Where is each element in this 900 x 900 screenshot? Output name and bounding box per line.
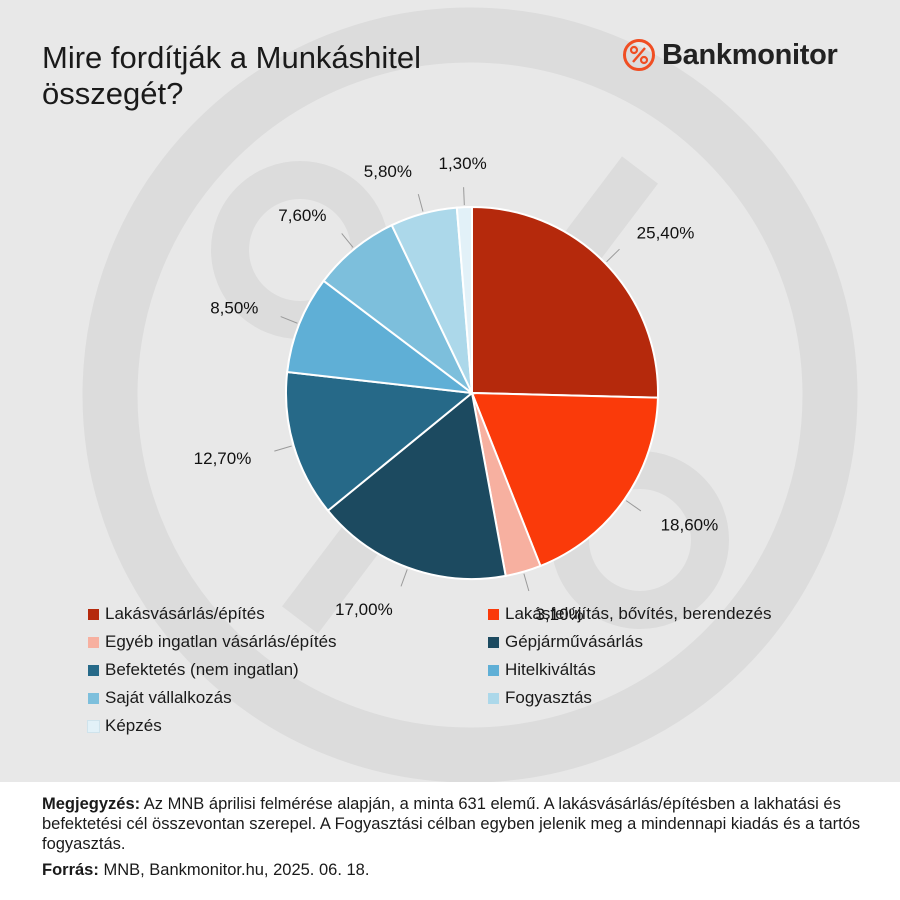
data-label-6: 8,50% xyxy=(210,299,258,318)
source-label: Forrás: xyxy=(42,861,99,879)
footer: Megjegyzés: Az MNB áprilisi felmérése al… xyxy=(0,782,900,900)
pie-slice-4 xyxy=(326,391,507,580)
bankmonitor-logo: Bankmonitor xyxy=(622,36,838,74)
legend-swatch xyxy=(88,664,99,676)
legend-item: Fogyasztás xyxy=(488,688,592,708)
data-label-1: 25,40% xyxy=(637,223,695,242)
source-text: MNB, Bankmonitor.hu, 2025. 06. 18. xyxy=(98,861,370,879)
legend-item: Képzés xyxy=(87,716,162,736)
pie-slice-9 xyxy=(455,205,473,394)
legend-item: Saját vállalkozás xyxy=(88,688,232,708)
legend-item: Egyéb ingatlan vásárlás/építés xyxy=(88,632,337,652)
legend-label: Saját vállalkozás xyxy=(105,688,232,707)
legend-item: Befektetés (nem ingatlan) xyxy=(88,660,299,680)
legend-item: Lakásfelújítás, bővítés, berendezés xyxy=(488,604,772,624)
leader-line-2 xyxy=(625,500,642,512)
chart-title: Mire fordítják a Munkáshitel összegét? xyxy=(42,40,422,111)
data-label-7: 7,60% xyxy=(278,206,326,225)
legend-item: Gépjárművásárlás xyxy=(488,632,643,652)
legend-swatch xyxy=(88,608,99,620)
footer-note: Megjegyzés: Az MNB áprilisi felmérése al… xyxy=(42,794,862,854)
data-label-2: 18,60% xyxy=(661,516,719,535)
leader-line-5 xyxy=(274,445,292,452)
data-label-4: 17,00% xyxy=(335,600,393,619)
legend-item: Hitelkiváltás xyxy=(488,660,596,680)
legend-label: Képzés xyxy=(105,716,162,735)
legend-label: Hitelkiváltás xyxy=(505,660,596,679)
leader-line-9 xyxy=(463,187,465,206)
leader-line-8 xyxy=(417,194,424,212)
legend-label: Befektetés (nem ingatlan) xyxy=(105,660,299,679)
pie-slice-5 xyxy=(285,370,475,513)
data-label-3: 3,10% xyxy=(535,605,583,624)
legend-swatch xyxy=(87,719,100,733)
pie-slice-6 xyxy=(286,279,476,395)
legend-swatch xyxy=(488,692,499,704)
legend-swatch xyxy=(88,636,99,648)
data-label-8: 5,80% xyxy=(364,162,412,181)
leader-line-3 xyxy=(523,573,530,592)
legend-label: Lakásfelújítás, bővítés, berendezés xyxy=(505,604,772,623)
legend-swatch xyxy=(88,692,99,704)
note-label: Megjegyzés: xyxy=(42,795,141,813)
logo-text: Bankmonitor xyxy=(662,38,838,71)
pie-chart: 25,40% 18,60% 3,10% 17,00% 12,70% 8,50% 7,60% 5… xyxy=(194,154,719,624)
leader-line-1 xyxy=(606,248,620,263)
leader-line-6 xyxy=(280,316,298,324)
legend-label: Fogyasztás xyxy=(505,688,592,707)
legend-label: Egyéb ingatlan vásárlás/építés xyxy=(105,632,337,651)
legend-swatch xyxy=(488,664,499,676)
footer-source: Forrás: MNB, Bankmonitor.hu, 2025. 06. 1… xyxy=(42,860,369,880)
percent-circle-icon xyxy=(623,39,655,71)
legend-label: Gépjárművásárlás xyxy=(505,632,643,651)
leader-line-4 xyxy=(400,569,408,587)
pie-slice-2 xyxy=(470,391,659,568)
legend-label: Lakásvásárlás/építés xyxy=(105,604,265,623)
note-text: Az MNB áprilisi felmérése alapján, a min… xyxy=(42,795,861,853)
legend-swatch xyxy=(488,608,499,620)
leader-line-7 xyxy=(341,233,354,248)
pie-slice-1 xyxy=(471,205,659,399)
legend-item: Lakásvásárlás/építés xyxy=(88,604,265,624)
data-label-9: 1,30% xyxy=(439,154,487,173)
data-label-5: 12,70% xyxy=(194,449,252,468)
legend-swatch xyxy=(488,636,499,648)
